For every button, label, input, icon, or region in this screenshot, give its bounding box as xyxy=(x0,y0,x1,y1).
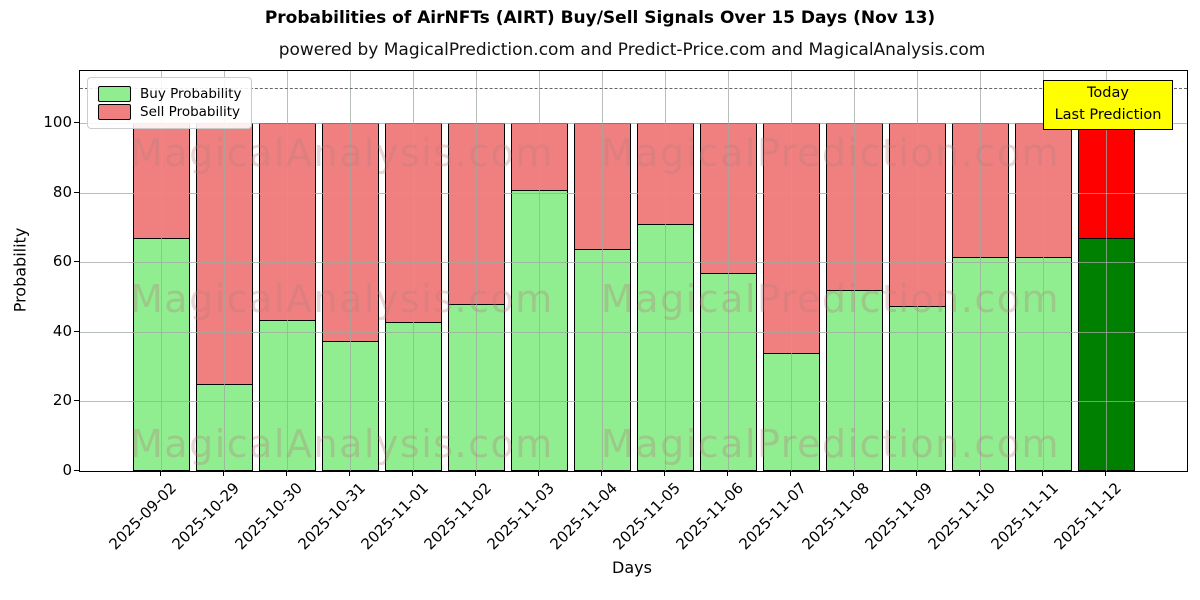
vertical-gridline xyxy=(476,71,477,471)
x-tick-label: 2025-11-02 xyxy=(420,479,495,554)
vertical-gridline xyxy=(854,71,855,471)
x-tick-mark xyxy=(664,471,665,476)
today-annotation-line1: Today xyxy=(1087,85,1129,101)
x-tick-label: 2025-11-01 xyxy=(357,479,432,554)
y-tick-mark xyxy=(74,470,79,471)
today-annotation: Today Last Prediction xyxy=(1043,80,1173,130)
vertical-gridline xyxy=(350,71,351,471)
y-tick-label: 100 xyxy=(43,113,72,132)
horizontal-gridline xyxy=(80,192,1187,194)
y-tick-mark xyxy=(74,261,79,263)
vertical-gridline xyxy=(161,71,162,471)
watermark-text: MagicalPrediction.com xyxy=(601,131,1060,175)
x-tick-mark xyxy=(223,471,224,476)
legend-label-sell: Sell Probability xyxy=(140,104,241,120)
y-tick-mark xyxy=(74,191,79,193)
x-tick-mark xyxy=(1042,471,1043,476)
chart-title: Probabilities of AirNFTs (AIRT) Buy/Sell… xyxy=(264,8,936,28)
vertical-gridline xyxy=(539,71,540,471)
vertical-gridline xyxy=(1106,71,1107,471)
legend: Buy Probability Sell Probability xyxy=(87,77,253,129)
vertical-gridline xyxy=(1043,71,1044,471)
x-tick-label: 2025-11-09 xyxy=(861,479,936,554)
y-tick-label: 0 xyxy=(62,461,72,479)
x-tick-mark xyxy=(412,471,413,476)
x-tick-label: 2025-11-06 xyxy=(672,479,747,554)
sell-color-swatch xyxy=(98,104,131,120)
legend-item-sell: Sell Probability xyxy=(98,104,241,120)
vertical-gridline xyxy=(917,71,918,471)
x-tick-label: 2025-09-02 xyxy=(105,479,180,554)
x-tick-mark xyxy=(349,471,350,476)
chart-subtitle: powered by MagicalPrediction.com and Pre… xyxy=(278,40,986,60)
x-tick-mark xyxy=(853,471,854,476)
watermark-text: MagicalAnalysis.com xyxy=(130,131,554,175)
x-tick-mark xyxy=(790,471,791,476)
x-tick-mark xyxy=(286,471,287,476)
y-tick-mark xyxy=(74,400,79,402)
today-annotation-line2: Last Prediction xyxy=(1054,106,1162,123)
x-tick-label: 2025-11-07 xyxy=(735,479,810,554)
vertical-gridline xyxy=(728,71,729,471)
watermark-text: MagicalAnalysis.com xyxy=(130,422,554,466)
x-tick-mark xyxy=(727,471,728,476)
x-tick-label: 2025-10-30 xyxy=(231,479,306,554)
x-axis-label: Days xyxy=(612,558,652,577)
x-tick-label: 2025-11-10 xyxy=(924,479,999,554)
watermark-text: MagicalPrediction.com xyxy=(601,277,1060,321)
y-tick-mark xyxy=(74,330,79,332)
legend-item-buy: Buy Probability xyxy=(98,86,241,102)
x-tick-label: 2025-11-03 xyxy=(483,479,558,554)
vertical-gridline xyxy=(980,71,981,471)
x-tick-label: 2025-11-04 xyxy=(546,479,621,554)
x-tick-mark xyxy=(160,471,161,476)
horizontal-gridline xyxy=(80,123,1187,125)
watermark-text: MagicalAnalysis.com xyxy=(130,277,554,321)
watermark-text: MagicalPrediction.com xyxy=(601,422,1060,466)
x-tick-label: 2025-10-31 xyxy=(294,479,369,554)
vertical-gridline xyxy=(602,71,603,471)
x-tick-mark xyxy=(916,471,917,476)
vertical-gridline xyxy=(413,71,414,471)
x-tick-mark xyxy=(475,471,476,476)
x-tick-label: 2025-11-08 xyxy=(798,479,873,554)
x-tick-mark xyxy=(601,471,602,476)
vertical-gridline xyxy=(224,71,225,471)
x-tick-label: 2025-10-29 xyxy=(168,479,243,554)
x-tick-label: 2025-11-11 xyxy=(987,479,1062,554)
horizontal-gridline xyxy=(80,401,1187,403)
x-tick-label: 2025-11-05 xyxy=(609,479,684,554)
x-tick-label: 2025-11-12 xyxy=(1050,479,1125,554)
vertical-gridline xyxy=(287,71,288,471)
legend-label-buy: Buy Probability xyxy=(140,86,242,102)
horizontal-gridline xyxy=(80,331,1187,333)
dashed-reference-line xyxy=(80,88,1187,90)
plot-area: Buy Probability Sell Probability Today L… xyxy=(79,70,1188,472)
horizontal-gridline xyxy=(80,262,1187,264)
x-tick-mark xyxy=(979,471,980,476)
vertical-gridline xyxy=(665,71,666,471)
y-tick-label: 80 xyxy=(52,182,72,201)
y-tick-label: 20 xyxy=(52,391,72,410)
x-tick-mark xyxy=(538,471,539,476)
y-tick-label: 60 xyxy=(52,252,72,271)
x-tick-mark xyxy=(1105,471,1106,476)
y-tick-label: 40 xyxy=(52,321,72,340)
y-tick-mark xyxy=(74,122,79,124)
vertical-gridline xyxy=(791,71,792,471)
buy-color-swatch xyxy=(98,86,131,102)
